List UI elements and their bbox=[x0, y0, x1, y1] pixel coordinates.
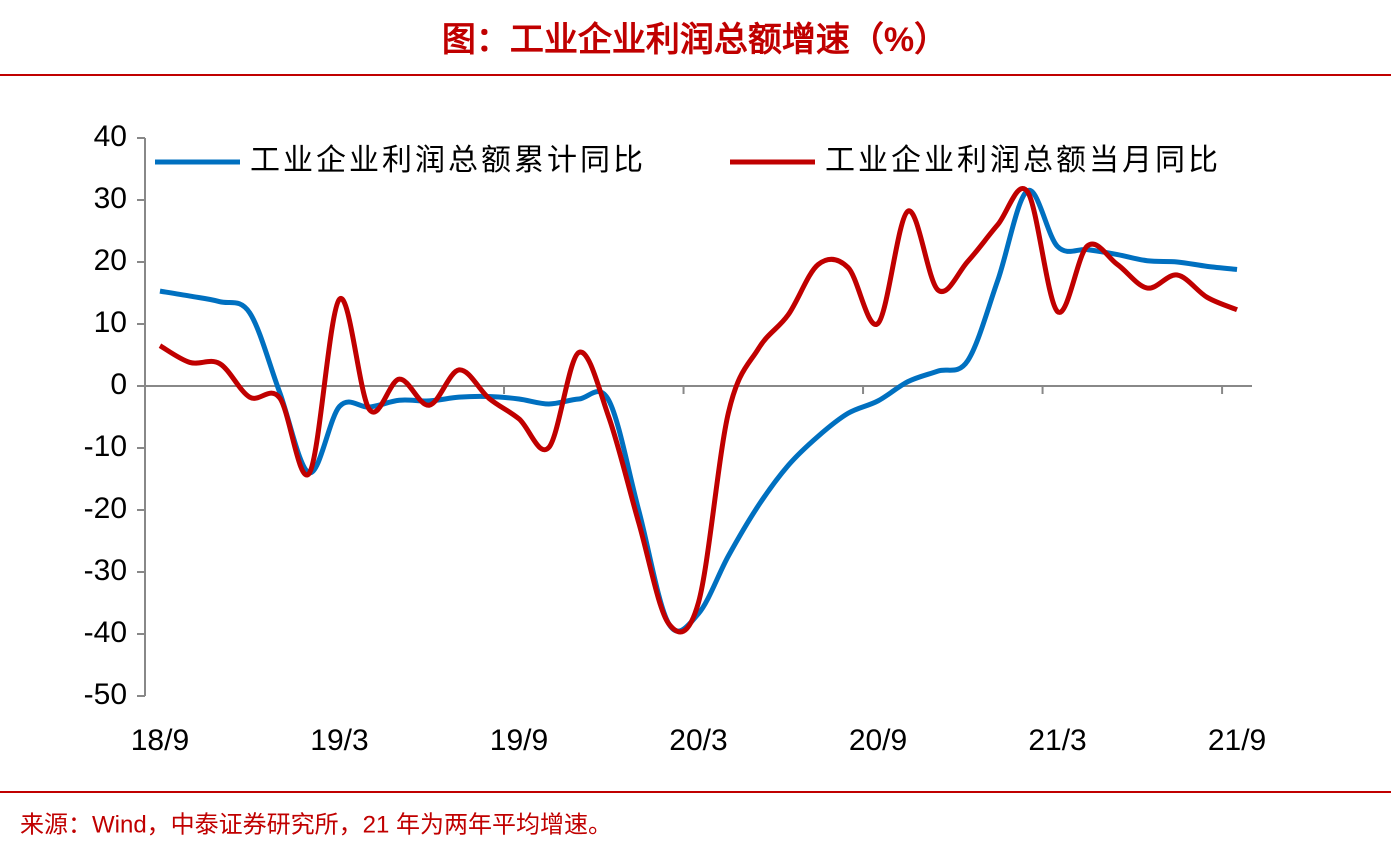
y-tick-label: -20 bbox=[84, 492, 127, 525]
y-tick-label: 10 bbox=[94, 306, 127, 339]
x-tick-label: 19/9 bbox=[490, 724, 548, 757]
x-tick-label: 21/3 bbox=[1028, 724, 1086, 757]
x-tick-label: 20/9 bbox=[849, 724, 907, 757]
x-tick-label: 20/3 bbox=[669, 724, 727, 757]
y-tick-label: -10 bbox=[84, 430, 127, 463]
y-tick-label: -30 bbox=[84, 554, 127, 587]
y-tick-label: 20 bbox=[94, 244, 127, 277]
source-note: 来源：Wind，中泰证券研究所，21 年为两年平均增速。 bbox=[20, 811, 612, 838]
y-tick-label: 0 bbox=[110, 368, 127, 401]
legend-label: 工业企业利润总额累计同比 bbox=[250, 144, 646, 177]
x-tick-label: 18/9 bbox=[131, 724, 189, 757]
x-tick-label: 21/9 bbox=[1208, 724, 1266, 757]
y-tick-label: -50 bbox=[84, 678, 127, 711]
series-line bbox=[158, 186, 1238, 635]
x-tick-label: 19/3 bbox=[310, 724, 368, 757]
legend-label: 工业企业利润总额当月同比 bbox=[825, 144, 1221, 177]
y-tick-label: 40 bbox=[94, 120, 127, 153]
y-tick-label: -40 bbox=[84, 616, 127, 649]
chart-title: 图：工业企业利润总额增速（%） bbox=[442, 20, 948, 59]
y-tick-label: 30 bbox=[94, 182, 127, 215]
